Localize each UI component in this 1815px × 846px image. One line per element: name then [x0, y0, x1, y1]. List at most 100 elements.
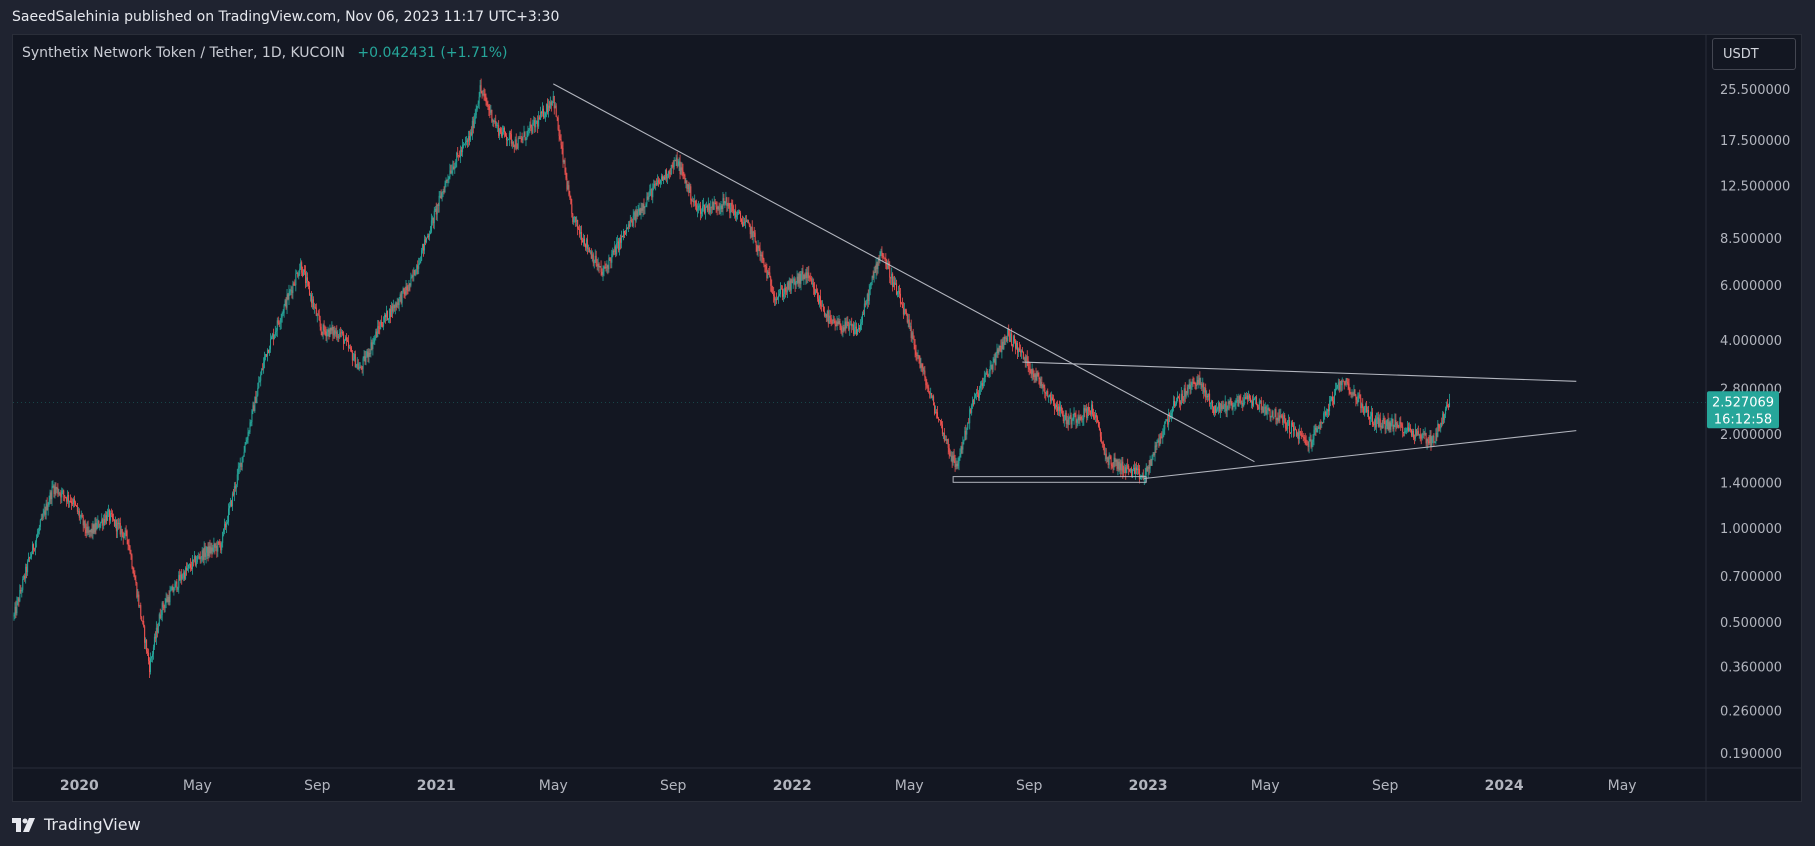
- candle-body-190: [198, 556, 200, 558]
- candle-body-591: [589, 251, 591, 253]
- candle-body-288: [294, 284, 296, 286]
- candle-body-23: [35, 538, 37, 542]
- candle-body-1057: [1044, 387, 1046, 393]
- candle-body-1265: [1247, 395, 1249, 399]
- x-tick-label-6: 2022: [773, 778, 812, 794]
- candle-body-109: [119, 522, 121, 535]
- candle-body-48: [60, 493, 62, 498]
- candle-body-200: [208, 546, 210, 557]
- candle-body-68: [79, 516, 81, 518]
- candle-body-392: [395, 303, 397, 308]
- candle-body-1300: [1281, 415, 1283, 418]
- candle-body-300: [306, 277, 308, 283]
- candle-body-1182: [1166, 419, 1168, 421]
- candle-body-110: [120, 529, 122, 535]
- candle-body-700: [696, 205, 698, 211]
- candle-body-657: [654, 184, 656, 186]
- candle-body-761: [755, 241, 757, 246]
- legend-symbol: Synthetix Network Token / Tether, 1D, KU…: [22, 45, 345, 61]
- candle-body-1048: [1035, 374, 1037, 381]
- candle-body-280: [286, 294, 288, 308]
- candle-body-913: [903, 309, 905, 315]
- candle-body-1325: [1305, 439, 1307, 445]
- candle-body-1174: [1158, 440, 1160, 446]
- candle-body-282: [288, 291, 290, 300]
- candle-body-1356: [1335, 388, 1337, 390]
- candle-body-325: [330, 327, 332, 331]
- candle-body-740: [735, 210, 737, 218]
- candle-body-14: [27, 561, 29, 573]
- candle-body-125: [135, 579, 137, 583]
- candle-body-976: [965, 430, 967, 435]
- candle-body-1399: [1377, 417, 1379, 427]
- candle-body-4: [17, 598, 19, 602]
- candle-body-509: [509, 132, 511, 135]
- candle-body-117: [127, 539, 129, 545]
- candle-body-406: [409, 283, 411, 286]
- candle-body-894: [885, 259, 887, 266]
- candle-body-1436: [1413, 437, 1415, 439]
- candle-body-919: [909, 326, 911, 328]
- candle-body-799: [792, 281, 794, 283]
- candle-body-268: [274, 331, 276, 335]
- candle-body-1190: [1173, 400, 1175, 406]
- candle-body-1119: [1104, 453, 1106, 455]
- currency-selector[interactable]: USDT: [1712, 38, 1796, 70]
- candle-body-58: [70, 501, 72, 502]
- candle-body-52: [64, 495, 66, 498]
- candle-body-805: [798, 273, 800, 284]
- candle-body-671: [667, 171, 669, 178]
- candle-body-45: [57, 487, 59, 495]
- candle-body-938: [928, 387, 930, 393]
- candle-body-1319: [1299, 431, 1301, 434]
- candle-body-956: [945, 439, 947, 441]
- candle-body-431: [433, 210, 435, 224]
- candle-body-1082: [1068, 417, 1070, 425]
- candle-body-83: [94, 522, 96, 533]
- candle-body-1315: [1295, 429, 1297, 436]
- candle-body-1343: [1323, 413, 1325, 423]
- candle-body-1043: [1030, 369, 1032, 375]
- candle-body-552: [551, 100, 553, 106]
- candle-body-430: [432, 217, 434, 224]
- candle-body-778: [772, 291, 774, 294]
- candle-body-399: [402, 288, 404, 291]
- candle-body-617: [615, 246, 617, 255]
- candle-body-1053: [1040, 381, 1042, 387]
- candle-body-186: [194, 556, 196, 566]
- candle-body-947: [937, 412, 939, 419]
- candle-body-478: [479, 85, 481, 97]
- candle-body-535: [535, 122, 537, 128]
- candle-body-1292: [1273, 416, 1275, 418]
- candle-body-783: [777, 297, 779, 300]
- candle-body-987: [976, 392, 978, 395]
- candle-body-315: [320, 326, 322, 332]
- candle-body-571: [570, 198, 572, 205]
- candle-body-936: [926, 385, 928, 387]
- candle-body-749: [743, 222, 745, 224]
- candle-body-1268: [1250, 398, 1252, 403]
- candle-body-854: [846, 321, 848, 329]
- candle-body-250: [257, 387, 259, 396]
- candle-body-140: [150, 658, 152, 673]
- candle-body-372: [376, 331, 378, 337]
- candle-body-754: [748, 223, 750, 226]
- candle-body-1314: [1294, 428, 1296, 430]
- candle-body-914: [904, 309, 906, 311]
- candle-body-1099: [1085, 408, 1087, 411]
- candle-body-1004: [992, 362, 994, 370]
- candle-body-1106: [1092, 404, 1094, 415]
- candle-body-1140: [1125, 467, 1127, 473]
- candle-body-63: [74, 502, 76, 506]
- candle-body-1142: [1127, 465, 1129, 467]
- candle-body-424: [426, 236, 428, 238]
- candle-body-1248: [1230, 399, 1232, 402]
- candle-body-396: [399, 294, 401, 298]
- candle-body-1320: [1300, 433, 1302, 435]
- candle-body-789: [782, 294, 784, 297]
- candle-body-1098: [1084, 408, 1086, 411]
- candle-body-969: [958, 457, 960, 464]
- tradingview-logo[interactable]: TradingView: [12, 815, 141, 834]
- candle-body-1134: [1119, 463, 1121, 471]
